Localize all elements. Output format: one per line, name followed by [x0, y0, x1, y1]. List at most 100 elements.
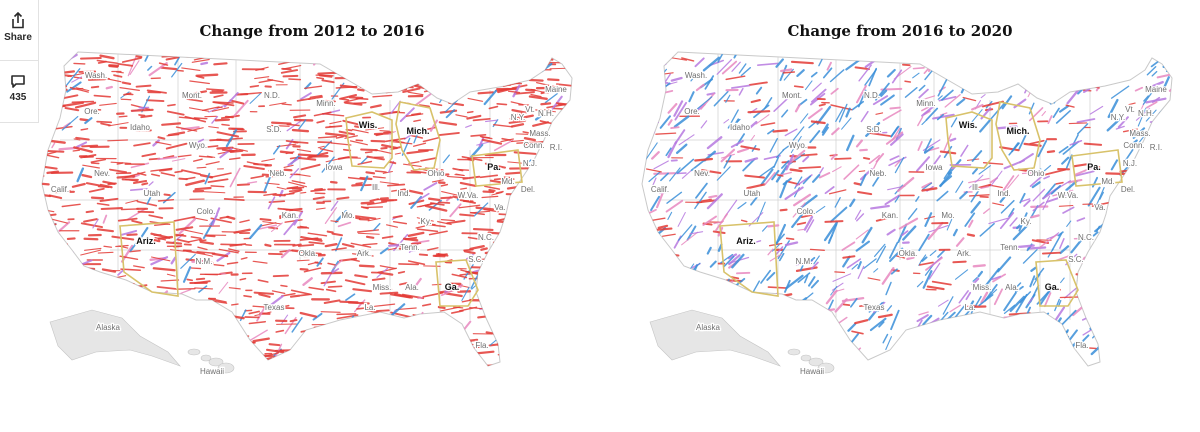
shift-arrow	[1104, 220, 1117, 240]
shift-arrow	[102, 214, 108, 224]
shift-arrow	[466, 362, 487, 366]
shift-arrow	[1129, 262, 1135, 270]
shift-arrow	[444, 292, 463, 298]
shift-arrow	[961, 62, 970, 77]
shift-arrow	[1055, 109, 1071, 124]
shift-arrow	[177, 338, 198, 344]
state-label-ohio: Ohio	[428, 169, 445, 178]
shift-arrow	[470, 133, 487, 137]
shift-arrow	[1135, 195, 1142, 206]
shift-arrow	[208, 104, 227, 113]
shift-arrow	[1145, 80, 1164, 90]
shift-arrow	[339, 341, 346, 348]
shift-arrow	[53, 302, 71, 308]
shift-arrow	[365, 127, 385, 131]
shift-arrow	[166, 110, 185, 116]
shift-arrow	[557, 192, 568, 208]
shift-arrow	[1018, 212, 1028, 232]
shift-arrow	[83, 237, 99, 241]
shift-arrow	[161, 122, 182, 126]
shift-arrow	[194, 186, 212, 191]
shift-arrow	[157, 314, 170, 317]
shift-arrow	[74, 101, 97, 109]
shift-arrow	[706, 193, 723, 210]
shift-arrow	[231, 147, 248, 152]
comments-button[interactable]: 435	[0, 74, 36, 103]
shift-arrow	[889, 247, 904, 263]
shift-arrow	[317, 135, 338, 139]
shift-arrow	[719, 298, 733, 309]
shift-arrow	[501, 278, 508, 291]
shift-arrow	[89, 300, 100, 303]
shift-arrow	[337, 156, 350, 160]
shift-arrow	[952, 228, 958, 237]
shift-arrow	[268, 343, 281, 347]
shift-arrow	[47, 139, 66, 144]
state-label-mich: Mich.	[406, 126, 429, 136]
shift-arrow	[771, 169, 780, 181]
shift-arrow	[479, 81, 495, 84]
shift-arrow	[427, 52, 447, 54]
shift-arrow	[72, 149, 81, 152]
shift-arrow	[1003, 362, 1013, 366]
shift-arrow	[857, 261, 862, 270]
shift-arrow	[211, 207, 221, 227]
shift-arrow	[958, 71, 977, 74]
shift-arrow	[316, 331, 337, 338]
shift-arrow	[402, 87, 421, 93]
shift-arrow	[249, 84, 260, 88]
shift-arrow	[889, 106, 901, 110]
shift-arrow	[655, 132, 677, 135]
shift-arrow	[1159, 344, 1165, 353]
shift-arrow	[64, 106, 80, 112]
shift-arrow	[812, 173, 821, 183]
shift-arrow	[542, 207, 561, 212]
shift-arrow	[387, 81, 405, 87]
shift-arrow	[541, 178, 554, 183]
shift-arrow	[459, 199, 476, 204]
shift-arrow	[997, 319, 1013, 334]
shift-arrow	[779, 208, 788, 212]
shift-arrow	[934, 322, 942, 334]
shift-arrow	[920, 254, 927, 262]
shift-arrow	[906, 256, 915, 261]
state-label-mont: Mont.	[782, 91, 802, 100]
shift-arrow	[42, 270, 50, 277]
shift-arrow	[1013, 326, 1024, 331]
shift-arrow	[533, 279, 553, 283]
shift-arrow	[195, 277, 206, 281]
shift-arrow	[1110, 323, 1118, 336]
shift-arrow	[511, 118, 519, 122]
shift-arrow	[295, 173, 311, 177]
shift-arrow	[1088, 165, 1101, 169]
shift-arrow	[174, 170, 183, 174]
shift-arrow	[818, 103, 826, 107]
shift-arrow	[201, 106, 220, 112]
shift-arrow	[183, 95, 197, 99]
shift-arrow	[955, 57, 975, 63]
shift-arrow	[463, 248, 474, 252]
shift-arrow	[921, 187, 938, 192]
shift-arrow	[508, 119, 527, 124]
shift-arrow	[872, 172, 882, 187]
map-panel-2012-2016: Change from 2012 to 2016 Wash. Ore. Calif.…	[41, 22, 573, 377]
state-label-del: Del.	[521, 185, 535, 194]
shift-arrow	[856, 85, 867, 104]
shift-arrow	[755, 114, 770, 125]
shift-arrow	[344, 101, 363, 106]
shift-arrow	[64, 265, 73, 269]
shift-arrow	[767, 129, 775, 135]
state-label-ny: N.Y.	[511, 113, 526, 122]
shift-arrow	[773, 318, 780, 325]
shift-arrow	[670, 289, 686, 298]
shift-arrow	[152, 238, 161, 243]
shift-arrow	[303, 253, 326, 258]
state-label-mont: Mont.	[182, 91, 202, 100]
shift-arrow	[438, 121, 458, 126]
shift-arrow	[289, 294, 301, 298]
share-button[interactable]: Share	[0, 12, 36, 43]
shift-arrow	[694, 157, 714, 162]
shift-arrow	[775, 58, 784, 68]
shift-arrow	[386, 68, 403, 73]
highlight-wis	[945, 111, 993, 169]
